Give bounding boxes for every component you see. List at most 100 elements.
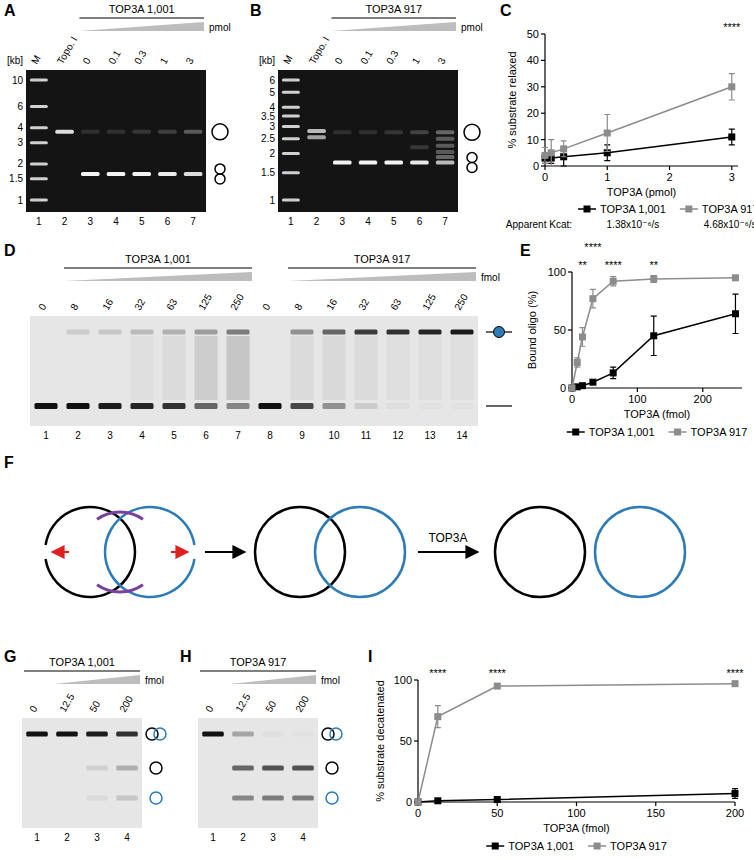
gel-band bbox=[86, 766, 108, 771]
figure: ABCDEFGHI1064321.51[kb]MTopo. I00.10.313… bbox=[0, 0, 754, 859]
data-point bbox=[560, 145, 567, 152]
lane-number: 4 bbox=[365, 216, 371, 227]
lane-label: 16 bbox=[100, 296, 115, 312]
kb-label: 2.5 bbox=[261, 133, 275, 144]
kb-label: 2 bbox=[17, 158, 23, 169]
gel-band bbox=[359, 130, 378, 134]
significance: ** bbox=[649, 259, 658, 271]
lane-number: 4 bbox=[113, 216, 119, 227]
lane-number: 1 bbox=[288, 216, 294, 227]
lane-number: 3 bbox=[88, 216, 94, 227]
significance: **** bbox=[584, 241, 602, 253]
error-bar bbox=[651, 316, 657, 355]
gel-band bbox=[130, 330, 153, 335]
panel-letter: D bbox=[4, 242, 16, 259]
gel-band bbox=[292, 732, 314, 737]
x-tick-label: 3 bbox=[729, 171, 735, 183]
gel-smear bbox=[290, 336, 313, 400]
plot-area bbox=[415, 680, 739, 805]
panel-letter: A bbox=[4, 2, 16, 19]
gel-band bbox=[282, 199, 300, 202]
x-tick bbox=[734, 802, 735, 806]
gel bbox=[198, 718, 318, 828]
gel-band bbox=[282, 137, 300, 140]
gel-band bbox=[158, 130, 177, 134]
unit-label: fmol bbox=[481, 272, 500, 283]
data-point bbox=[732, 310, 739, 317]
lane-label: 0 bbox=[27, 703, 40, 714]
data-point bbox=[494, 796, 501, 803]
lane-number: 3 bbox=[94, 832, 100, 843]
lane-label: 63 bbox=[388, 296, 403, 312]
lane-label: 200 bbox=[117, 694, 135, 714]
extension-arrow bbox=[52, 551, 69, 553]
y-tick-label: 50 bbox=[527, 28, 539, 40]
lane-label: 1 bbox=[158, 55, 171, 66]
bound-icon-protein bbox=[494, 327, 505, 338]
significance: **** bbox=[429, 667, 447, 679]
x-tick-label: 200 bbox=[726, 807, 744, 819]
x-tick-label: 200 bbox=[694, 393, 712, 405]
x-tick bbox=[731, 166, 732, 170]
y-tick-label: 100 bbox=[394, 674, 412, 686]
lane-number: 6 bbox=[165, 216, 171, 227]
lane-number: 6 bbox=[203, 430, 209, 441]
gel-band bbox=[282, 91, 300, 94]
lane-number: 1 bbox=[210, 832, 216, 843]
lane-number: 11 bbox=[361, 430, 372, 441]
lane-label: 0.3 bbox=[132, 48, 149, 66]
lane-number: 1 bbox=[43, 430, 49, 441]
data-point bbox=[732, 274, 739, 281]
y-tick bbox=[541, 33, 545, 34]
gel-band bbox=[450, 330, 473, 335]
data-point bbox=[579, 382, 586, 389]
panel-letter: F bbox=[4, 454, 14, 471]
error-bar bbox=[579, 328, 585, 347]
x-axis bbox=[572, 387, 742, 388]
data-point bbox=[610, 278, 617, 285]
data-point bbox=[415, 799, 422, 806]
gel-smear bbox=[226, 336, 249, 400]
kb-unit: [kb] bbox=[259, 55, 275, 66]
legend-label: TOP3A 1,001 bbox=[589, 426, 655, 438]
lane-label: 125 bbox=[196, 292, 214, 312]
kb-label: 1.5 bbox=[261, 167, 275, 178]
data-point bbox=[610, 369, 617, 376]
gel-band bbox=[30, 79, 48, 82]
lane-number: 7 bbox=[442, 216, 448, 227]
gel-band bbox=[98, 330, 121, 335]
gel-smear bbox=[322, 336, 345, 400]
error-bar bbox=[548, 140, 554, 166]
group-title: TOP3A 917 bbox=[354, 253, 411, 265]
gel-band bbox=[30, 162, 48, 165]
gel-band bbox=[132, 130, 151, 134]
panel-letter: G bbox=[4, 648, 16, 665]
gel-band bbox=[258, 403, 281, 409]
panel-letter: E bbox=[520, 242, 531, 259]
lane-number: 1 bbox=[36, 216, 42, 227]
lane-label: 0.1 bbox=[358, 48, 375, 66]
unit-label: pmol bbox=[461, 22, 483, 33]
step-arrow bbox=[418, 551, 478, 553]
gel-band bbox=[194, 330, 217, 335]
data-point bbox=[728, 133, 735, 140]
lane-number: 2 bbox=[240, 832, 246, 843]
series-line bbox=[418, 684, 735, 802]
step-arrow bbox=[205, 551, 245, 553]
panel-letter: C bbox=[500, 2, 512, 19]
lane-number: 12 bbox=[392, 430, 404, 441]
panel-letter: H bbox=[180, 648, 192, 665]
gel-band bbox=[66, 330, 89, 335]
kb-label: 10 bbox=[12, 75, 24, 86]
supercoiled-icon bbox=[215, 174, 225, 184]
lane-label: 32 bbox=[356, 296, 371, 312]
x-tick-label: 0 bbox=[569, 393, 575, 405]
gel-band bbox=[282, 106, 300, 109]
gel-band bbox=[333, 161, 352, 165]
gel-band bbox=[107, 172, 126, 176]
y-tick bbox=[541, 113, 545, 114]
gel-band bbox=[26, 732, 48, 737]
kcat-value: 4.68x10⁻⁶/s bbox=[704, 219, 754, 230]
error-bar bbox=[610, 367, 616, 379]
gel-band bbox=[410, 145, 429, 149]
